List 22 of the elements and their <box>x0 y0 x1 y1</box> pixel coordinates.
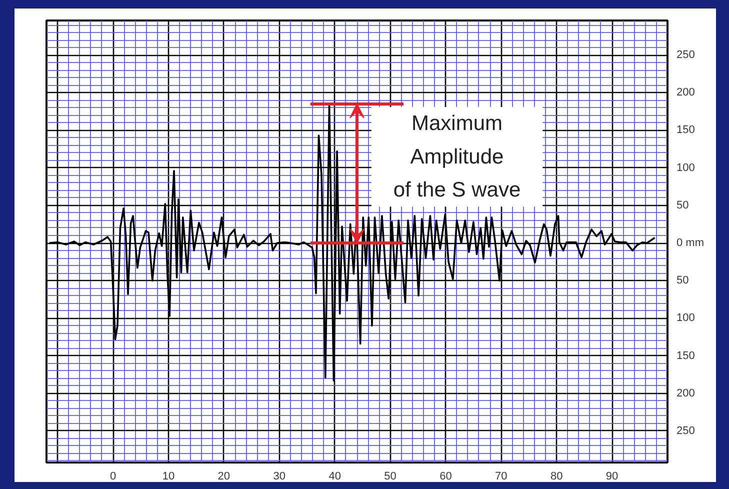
y-tick-label: 150 <box>676 124 695 136</box>
y-tick-label: 250 <box>676 424 695 437</box>
y-tick-label: 250 <box>676 49 695 62</box>
y-tick-label: 50 <box>676 274 689 287</box>
x-tick-label: 90 <box>606 470 618 482</box>
y-tick-label: 50 <box>676 199 689 212</box>
x-tick-label: 10 <box>162 470 175 482</box>
y-tick-label: 100 <box>676 312 695 324</box>
x-tick-label: 0 <box>110 470 116 482</box>
x-tick-label: 80 <box>550 470 563 482</box>
annotation: Maximum Amplitude of the S wave <box>393 112 521 202</box>
x-tick-label: 30 <box>273 470 286 482</box>
x-tick-label: 20 <box>218 470 230 482</box>
y-tick-label: 150 <box>676 350 695 362</box>
y-tick-label: 200 <box>676 86 695 99</box>
y-tick-label: 200 <box>676 387 695 400</box>
x-tick-label: 60 <box>440 470 452 482</box>
x-tick-label: 50 <box>384 470 396 482</box>
y-tick-label: 100 <box>676 162 695 174</box>
y-tick-label: 0 mm <box>676 237 704 250</box>
x-tick-label: 40 <box>328 470 341 482</box>
x-tick-label: 70 <box>495 470 508 482</box>
